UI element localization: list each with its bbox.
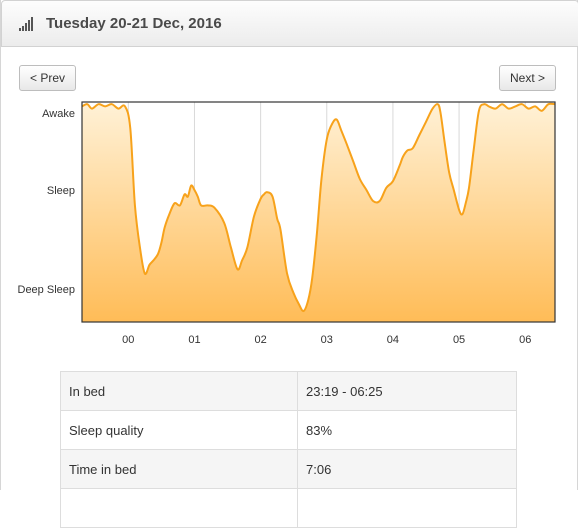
sleep-area: [82, 103, 555, 322]
y-tick-label: Sleep: [47, 185, 75, 197]
x-tick-label: 06: [519, 334, 531, 346]
signal-bars-icon: [19, 17, 35, 31]
stat-label: [60, 488, 298, 528]
sleep-chart: Awake Sleep Deep Sleep 00 01 02 03 04 05 06: [18, 101, 556, 346]
x-tick-label: 03: [321, 334, 333, 346]
plot-border: [81, 101, 556, 323]
table-row: In bed 23:19 - 06:25: [60, 371, 517, 411]
stat-label: In bed: [60, 371, 298, 411]
y-tick-label: Awake: [42, 108, 75, 120]
stat-value: 7:06: [297, 449, 517, 489]
prev-button[interactable]: < Prev: [19, 65, 77, 91]
sleep-stats-table: In bed 23:19 - 06:25 Sleep quality 83% T…: [60, 371, 517, 528]
x-tick-label: 05: [453, 334, 465, 346]
stat-label: Time in bed: [60, 449, 298, 489]
table-row: Time in bed 7:06: [60, 449, 517, 489]
next-button[interactable]: Next >: [499, 65, 557, 91]
x-tick-label: 00: [122, 334, 134, 346]
stat-label: Sleep quality: [60, 410, 298, 450]
stat-value: 83%: [297, 410, 517, 450]
x-tick-label: 02: [254, 334, 266, 346]
stat-value: [297, 488, 517, 528]
y-tick-label: Deep Sleep: [18, 284, 76, 296]
x-tick-label: 04: [387, 334, 399, 346]
x-tick-label: 01: [188, 334, 200, 346]
sleep-line: [81, 102, 556, 313]
table-row: [60, 488, 517, 528]
stat-value: 23:19 - 06:25: [297, 371, 517, 411]
page-title: Tuesday 20-21 Dec, 2016: [46, 15, 222, 32]
table-row: Sleep quality 83%: [60, 410, 517, 450]
panel-header: Tuesday 20-21 Dec, 2016: [1, 0, 578, 47]
